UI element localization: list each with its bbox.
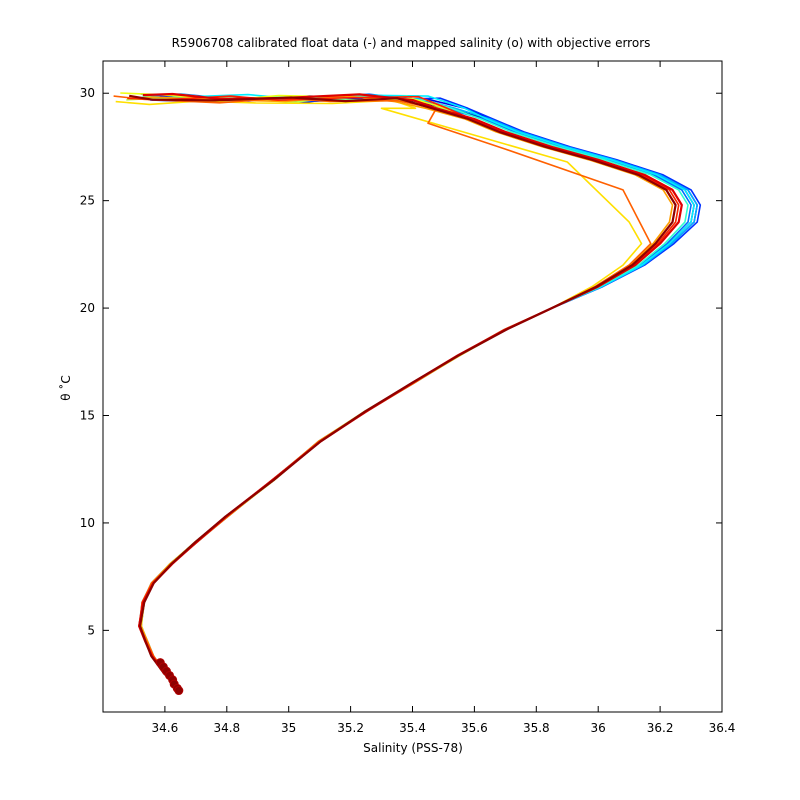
profile-line (129, 94, 677, 692)
x-tick-label: 35 (281, 721, 296, 735)
x-tick-label: 35.6 (461, 721, 488, 735)
x-axis-ticks: 34.6 34.8 35 35.2 35.4 35.6 35.8 36 36.2 36.4 (152, 61, 736, 735)
profile-line (115, 99, 643, 692)
x-axis-label: Salinity (PSS-78) (363, 741, 463, 755)
profile-line (140, 94, 698, 692)
series-layer (113, 92, 702, 692)
y-tick-label: 20 (80, 301, 95, 315)
x-tick-label: 35.8 (523, 721, 550, 735)
profile-line (138, 94, 683, 692)
profile-line (138, 92, 683, 692)
y-tick-label: 10 (80, 516, 95, 530)
mapped-point (174, 686, 184, 696)
mapped-points-layer (155, 658, 184, 696)
axes-frame (102, 60, 723, 713)
x-tick-label: 34.8 (213, 721, 240, 735)
profile-line (140, 93, 692, 692)
y-tick-label: 25 (80, 194, 95, 208)
chart-title: R5906708 calibrated float data (-) and m… (172, 36, 651, 50)
x-tick-label: 36 (591, 721, 606, 735)
x-tick-label: 36.4 (709, 721, 736, 735)
y-axis-ticks: 5 10 15 20 25 30 (80, 86, 722, 637)
profile-line (137, 93, 695, 692)
profile-line (139, 93, 698, 692)
y-tick-label: 5 (87, 623, 95, 637)
profile-line (126, 95, 680, 692)
x-tick-label: 35.2 (337, 721, 364, 735)
x-tick-label: 34.6 (152, 721, 179, 735)
x-tick-label: 35.4 (399, 721, 426, 735)
y-axis-label: θ ˚C (58, 375, 73, 401)
profile-line (113, 95, 652, 692)
y-tick-label: 15 (80, 409, 95, 423)
y-tick-label: 30 (80, 86, 95, 100)
profile-line (127, 95, 680, 692)
x-tick-label: 36.2 (647, 721, 674, 735)
